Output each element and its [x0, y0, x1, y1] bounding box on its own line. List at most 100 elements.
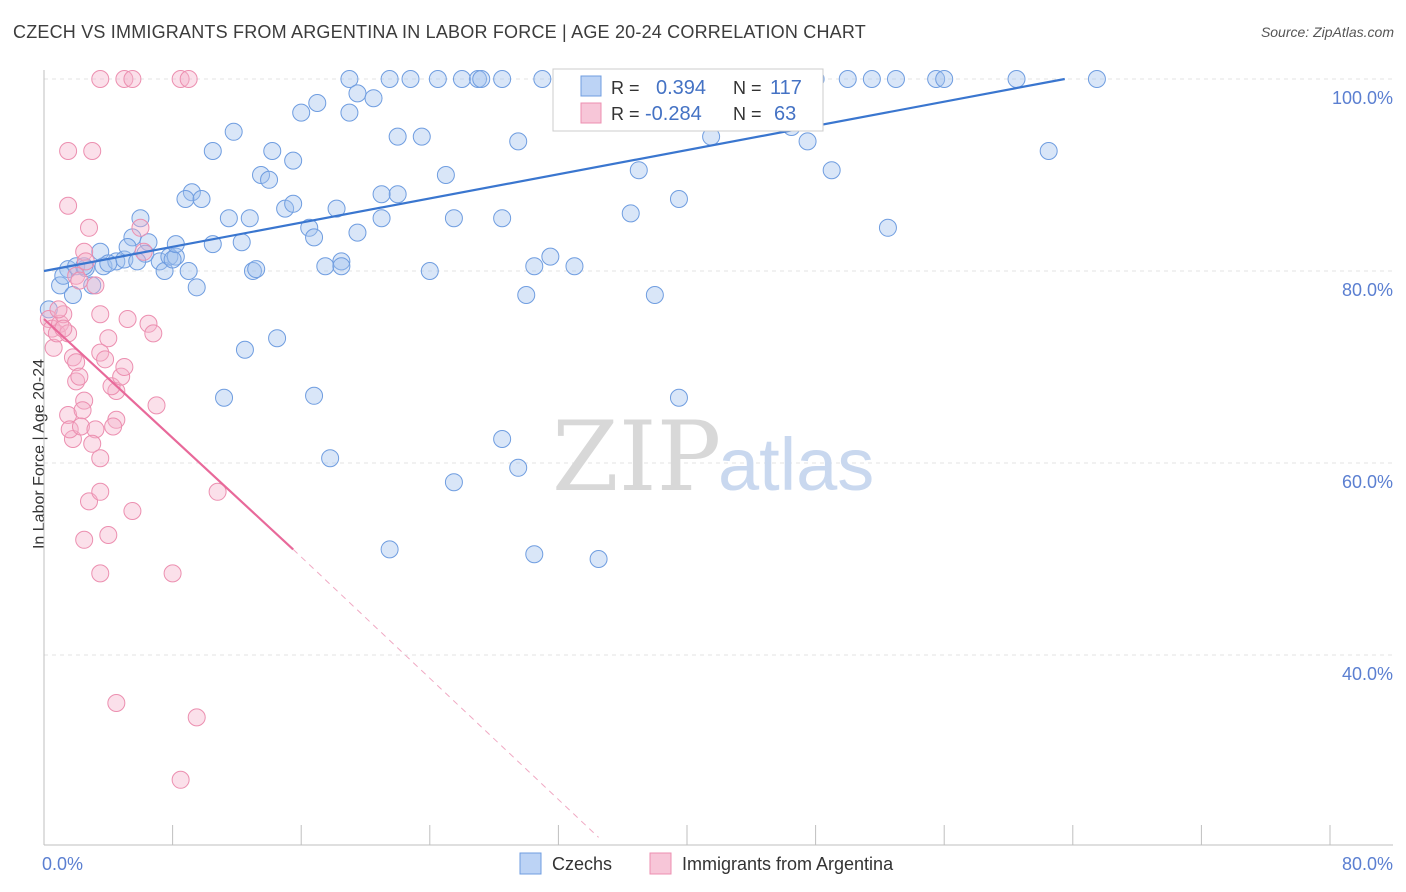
czechs-point-93	[798, 132, 817, 151]
czechs-point-29	[224, 122, 243, 141]
watermark-zip: ZIP	[552, 401, 721, 513]
czechs-point-21	[179, 262, 198, 280]
czechs-point-69	[472, 70, 491, 88]
czechs-point-25	[192, 190, 211, 208]
czechs-point-14	[131, 209, 150, 228]
argentina-point-2	[44, 338, 63, 357]
czechs-point-38	[247, 260, 266, 279]
argentina-point-34	[91, 564, 110, 583]
czechs-point-117	[372, 185, 391, 204]
czechs-point-30	[232, 233, 251, 252]
argentina-point-18	[67, 266, 86, 285]
czechs-point-53	[348, 84, 367, 103]
argentina-point-41	[118, 310, 137, 328]
series-argentina	[39, 70, 227, 789]
czechs-point-109	[493, 430, 512, 448]
argentina-point-8	[63, 348, 82, 367]
trend-line-czechs	[43, 77, 1065, 273]
argentina-point-6	[49, 300, 68, 319]
argentina-point-61	[54, 319, 73, 338]
argentina-point-19	[75, 242, 94, 261]
argentina-point-39	[104, 417, 123, 436]
trend-line-extension-argentina	[292, 549, 599, 838]
argentina-point-20	[70, 271, 89, 290]
czechs-point-107	[321, 449, 340, 468]
legend-n-label-czechs: N =	[733, 78, 762, 98]
czechs-point-56	[380, 70, 399, 88]
bottom-legend-argentina: Immigrants from Argentina	[682, 854, 894, 874]
bottom-legend-czechs: Czechs	[552, 854, 612, 874]
argentina-point-29	[83, 434, 102, 453]
czechs-point-83	[669, 190, 688, 208]
argentina-point-27	[96, 350, 115, 369]
czechs-point-95	[822, 161, 841, 180]
czechs-point-59	[401, 70, 420, 88]
czechs-point-70	[509, 132, 528, 151]
argentina-point-47	[144, 324, 163, 343]
czechs-point-96	[838, 70, 857, 88]
argentina-point-43	[123, 502, 142, 520]
czechs-point-111	[509, 458, 528, 477]
czechs-point-34	[263, 142, 282, 160]
czechs-point-50	[340, 103, 359, 122]
czechs-point-36	[215, 388, 234, 407]
czechs-point-62	[428, 70, 447, 88]
czechs-point-12	[118, 238, 137, 256]
czechs-point-1	[51, 276, 70, 295]
czechs-point-114	[541, 247, 560, 266]
legend-n-czechs: 117	[770, 77, 802, 99]
czechs-point-72	[517, 286, 536, 304]
argentina-point-49	[163, 564, 182, 583]
czechs-point-106	[305, 386, 324, 405]
legend-r-czechs: 0.394	[656, 77, 706, 99]
argentina-point-54	[123, 70, 142, 88]
czechs-point-24	[176, 190, 195, 208]
argentina-point-46	[139, 314, 158, 333]
czechs-point-54	[364, 89, 383, 108]
czechs-point-46	[305, 228, 324, 247]
czechs-point-73	[533, 70, 552, 88]
legend-box: R = 0.394 N = 117 R = -0.284 N = 63	[552, 68, 824, 132]
czechs-point-97	[862, 70, 881, 88]
czechs-point-35	[235, 340, 254, 359]
argentina-point-14	[70, 367, 89, 386]
trend-lines	[43, 77, 1065, 838]
legend-n-label-argentina: N =	[733, 104, 762, 124]
axes: 40.0% 60.0% 80.0% 100.0% 0.0% 80.0%	[42, 70, 1393, 874]
czechs-point-22	[187, 278, 206, 297]
czechs-point-108	[444, 473, 463, 492]
argentina-point-36	[107, 382, 126, 400]
czechs-point-42	[284, 151, 303, 170]
czechs-point-43	[292, 103, 311, 122]
czechs-point-55	[372, 209, 391, 228]
argentina-point-23	[80, 218, 99, 237]
x-tick-label-0: 0.0%	[42, 854, 83, 874]
argentina-point-5	[54, 305, 73, 324]
czechs-point-105	[332, 257, 351, 276]
y-tick-label-2: 80.0%	[1342, 280, 1393, 300]
argentina-point-44	[131, 218, 150, 237]
y-tick-label-1: 60.0%	[1342, 472, 1393, 492]
argentina-point-30	[91, 449, 110, 468]
czechs-point-18	[166, 247, 185, 266]
legend-swatch-czechs	[580, 75, 602, 97]
bottom-legend-swatch-czechs	[519, 852, 542, 875]
argentina-point-57	[107, 694, 126, 712]
argentina-point-13	[67, 372, 86, 391]
argentina-point-16	[73, 401, 92, 420]
czechs-point-98	[886, 70, 905, 88]
argentina-point-55	[83, 142, 102, 160]
czechs-point-58	[388, 127, 407, 146]
argentina-point-35	[99, 526, 118, 544]
argentina-point-9	[67, 353, 86, 372]
argentina-point-59	[171, 770, 190, 789]
czechs-point-48	[327, 199, 346, 218]
czechs-point-68	[493, 209, 512, 228]
czechs-point-39	[268, 329, 287, 348]
argentina-point-37	[102, 377, 121, 396]
legend-swatch-argentina	[580, 102, 602, 124]
argentina-point-48	[147, 396, 166, 415]
czechs-point-103	[1087, 70, 1106, 88]
argentina-point-15	[75, 391, 94, 410]
czechs-point-33	[260, 170, 279, 189]
